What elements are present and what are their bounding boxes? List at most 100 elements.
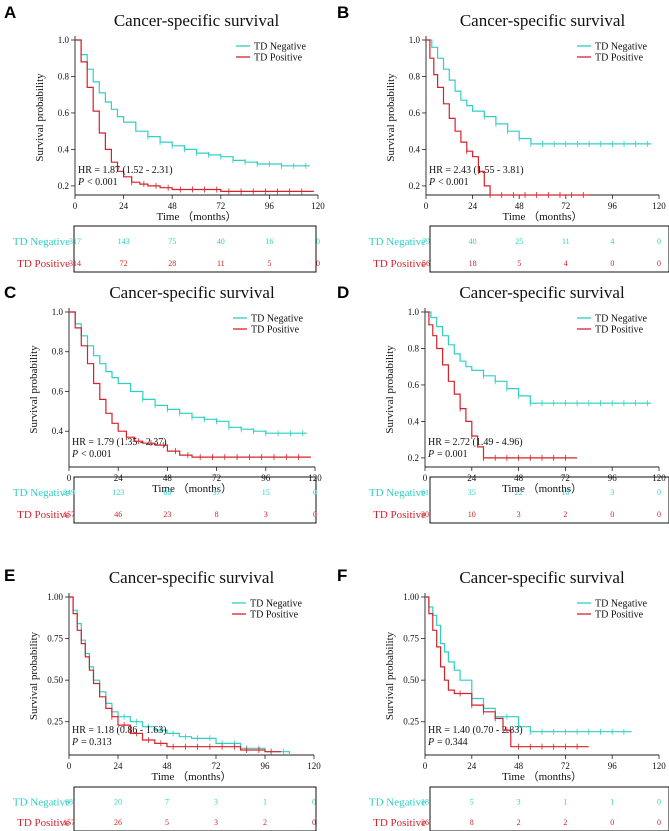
p-value: = 0.344 bbox=[437, 737, 468, 748]
legend-label: TD Positive bbox=[250, 610, 299, 621]
risk-count: 61 bbox=[421, 488, 429, 497]
y-axis-label: Survival probability bbox=[384, 345, 396, 434]
panel-a: A Cancer-specific survival 1.0 0.8 0.6 0.4 0.2… bbox=[4, 3, 325, 273]
x-tick-label: 0 bbox=[423, 473, 428, 483]
risk-table-box bbox=[429, 476, 669, 524]
x-tick-label: 0 bbox=[424, 201, 429, 211]
p-value: < 0.001 bbox=[87, 177, 118, 188]
x-tick-label: 48 bbox=[514, 761, 524, 771]
risk-count: 56 bbox=[422, 259, 430, 268]
y-tick-label: 0.75 bbox=[47, 634, 63, 644]
risk-count: 8 bbox=[215, 510, 219, 519]
risk-row-label: TD Positive bbox=[373, 817, 426, 829]
x-tick-label: 48 bbox=[168, 201, 178, 211]
y-axis-label: Survival probability bbox=[28, 631, 40, 720]
p-value: < 0.001 bbox=[438, 177, 469, 188]
risk-count: 20 bbox=[114, 798, 122, 807]
risk-count: 22 bbox=[515, 488, 523, 497]
risk-count: 0 bbox=[313, 510, 317, 519]
y-tick-label: 0.4 bbox=[409, 144, 421, 154]
panel-b: B Cancer-specific survival 1.0 0.8 0.6 0.4 0.2… bbox=[337, 3, 669, 273]
y-axis-label: Survival probability bbox=[385, 73, 397, 162]
risk-count: 3 bbox=[214, 818, 218, 827]
y-tick-label: 0.6 bbox=[409, 108, 421, 118]
risk-count: 0 bbox=[312, 818, 316, 827]
y-tick-label: 0.6 bbox=[58, 108, 70, 118]
panel-letter: D bbox=[337, 283, 349, 302]
risk-count: 143 bbox=[118, 237, 130, 246]
risk-table-box bbox=[429, 786, 669, 831]
x-axis-label: Time （months） bbox=[503, 210, 583, 223]
risk-count: 40 bbox=[469, 237, 477, 246]
p-value: < 0.001 bbox=[81, 449, 112, 460]
risk-count: 68 bbox=[163, 488, 171, 497]
y-axis-label: Survival probability bbox=[34, 73, 46, 162]
risk-row-label: TD Negative bbox=[369, 487, 426, 499]
panel-letter: A bbox=[4, 3, 16, 22]
risk-count: 0 bbox=[610, 259, 614, 268]
risk-count: 249 bbox=[63, 488, 75, 497]
risk-count: 0 bbox=[312, 798, 316, 807]
risk-count: 28 bbox=[168, 259, 176, 268]
risk-count: 3 bbox=[517, 510, 521, 519]
risk-count: 7 bbox=[165, 798, 169, 807]
y-tick-label: 0.50 bbox=[403, 675, 419, 685]
risk-count: 0 bbox=[610, 818, 614, 827]
risk-count: 26 bbox=[421, 818, 429, 827]
x-tick-label: 72 bbox=[561, 201, 570, 211]
risk-count: 11 bbox=[562, 237, 570, 246]
y-tick-label: 1.0 bbox=[409, 35, 421, 45]
risk-count: 0 bbox=[657, 510, 661, 519]
x-tick-label: 0 bbox=[67, 761, 72, 771]
km-curve-positive bbox=[69, 596, 282, 753]
x-axis-label: Time （months） bbox=[502, 482, 582, 495]
p-label: P bbox=[77, 177, 84, 188]
risk-count: 157 bbox=[63, 818, 75, 827]
risk-count: 11 bbox=[217, 259, 225, 268]
x-tick-label: 0 bbox=[73, 201, 78, 211]
panel-f: F Cancer-specific survival 1.00 0.75 0.50 0.2… bbox=[337, 566, 669, 831]
y-tick-label: 0.2 bbox=[408, 453, 419, 463]
x-tick-label: 120 bbox=[307, 761, 321, 771]
risk-count: 10 bbox=[561, 488, 569, 497]
x-tick-label: 0 bbox=[67, 473, 72, 483]
x-axis-label: Time （months） bbox=[152, 770, 232, 783]
risk-count: 16 bbox=[265, 237, 273, 246]
risk-count: 40 bbox=[217, 237, 225, 246]
x-tick-label: 48 bbox=[515, 201, 525, 211]
km-curve-positive bbox=[425, 311, 578, 459]
y-tick-label: 0.75 bbox=[403, 634, 419, 644]
risk-count: 15 bbox=[262, 488, 270, 497]
hr-text: HR = 1.18 (0.86 - 1.63) bbox=[72, 725, 167, 736]
panel-letter: C bbox=[4, 283, 16, 302]
chart-title: Cancer-specific survival bbox=[459, 283, 625, 302]
x-tick-label: 96 bbox=[608, 761, 618, 771]
x-tick-label: 120 bbox=[652, 473, 666, 483]
chart-title: Cancer-specific survival bbox=[460, 11, 626, 30]
x-tick-label: 48 bbox=[514, 473, 524, 483]
risk-count: 0 bbox=[313, 488, 317, 497]
risk-count: 30 bbox=[421, 510, 429, 519]
risk-count: 35 bbox=[468, 488, 476, 497]
risk-count: 2 bbox=[263, 818, 267, 827]
p-value: = 0.313 bbox=[81, 737, 112, 748]
risk-count: 314 bbox=[69, 259, 81, 268]
y-axis-label: Survival probability bbox=[28, 345, 40, 434]
risk-count: 3 bbox=[264, 510, 268, 519]
y-tick-label: 0.8 bbox=[409, 71, 421, 81]
risk-count: 2 bbox=[563, 510, 567, 519]
risk-count: 10 bbox=[468, 510, 476, 519]
legend-label: TD Negative bbox=[595, 42, 647, 53]
hr-text: HR = 1.40 (0.70 - 2.83) bbox=[428, 725, 523, 736]
risk-count: 0 bbox=[657, 259, 661, 268]
panel-d: D Cancer-specific survival 1.0 0.8 0.6 0.4 0.2… bbox=[337, 283, 669, 524]
risk-count: 1 bbox=[263, 798, 267, 807]
x-axis-label: Time （months） bbox=[502, 770, 582, 783]
y-tick-label: 0.6 bbox=[408, 380, 420, 390]
y-axis-label: Survival probability bbox=[384, 631, 396, 720]
chart-title: Cancer-specific survival bbox=[109, 568, 275, 587]
y-tick-label: 1.00 bbox=[47, 592, 63, 602]
x-tick-label: 24 bbox=[119, 201, 129, 211]
risk-count: 0 bbox=[316, 259, 320, 268]
